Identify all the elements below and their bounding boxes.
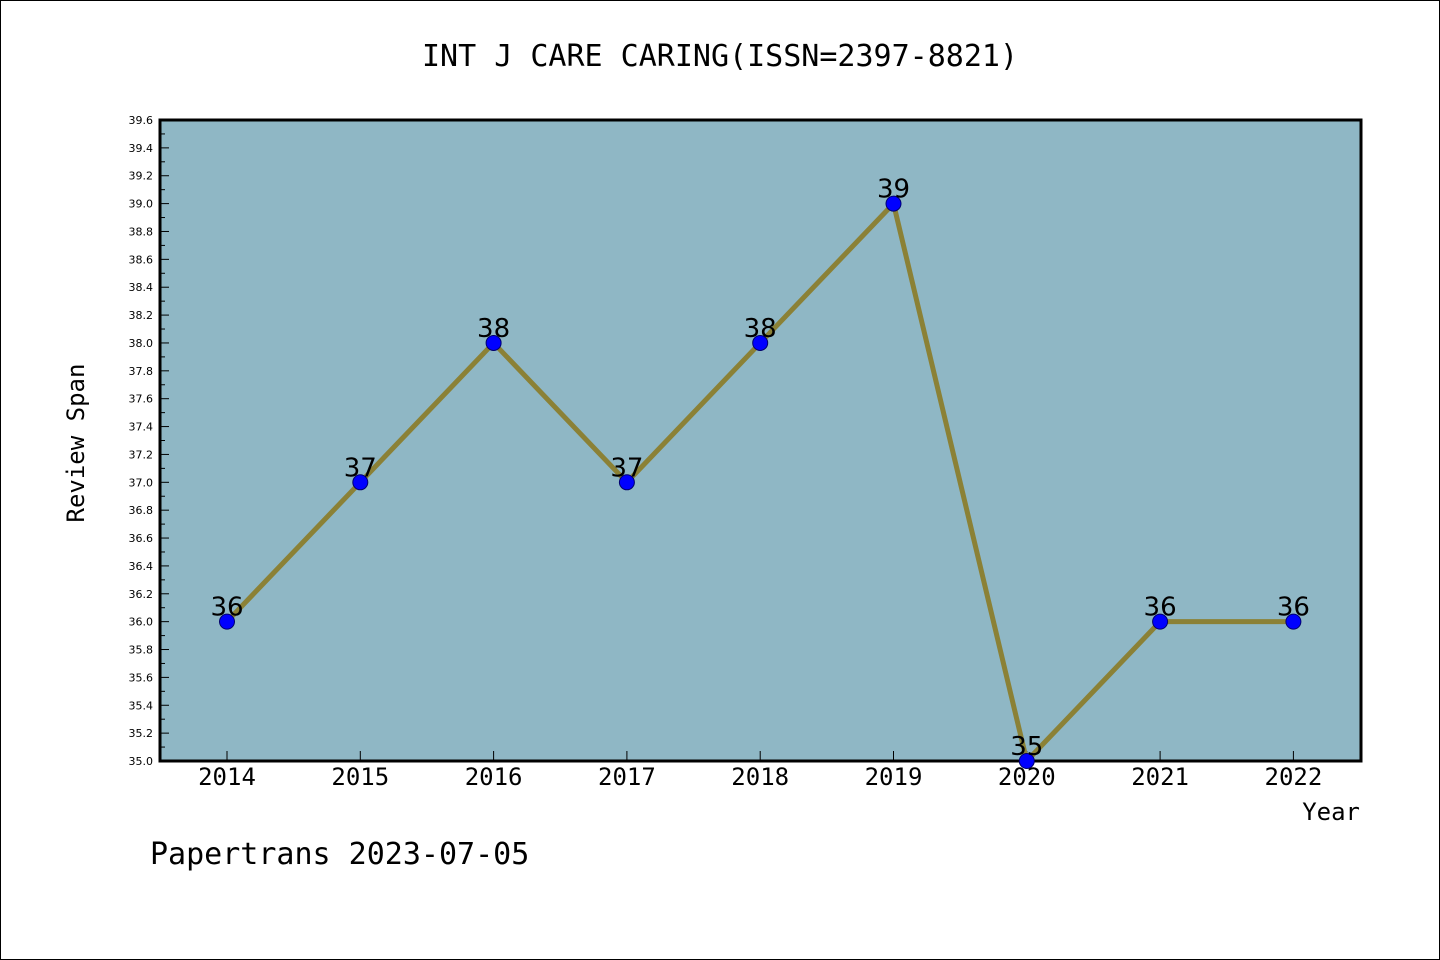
y-tick-label: 37.4 <box>129 421 154 434</box>
data-label: 35 <box>1010 732 1043 762</box>
y-tick-label: 39.6 <box>129 114 154 127</box>
data-point <box>618 474 635 491</box>
data-point <box>1152 613 1169 630</box>
data-point <box>752 334 769 351</box>
y-tick-label: 38.8 <box>129 225 154 238</box>
data-point <box>1285 613 1302 630</box>
y-tick-label: 38.0 <box>129 337 154 350</box>
data-label: 36 <box>1144 593 1177 623</box>
x-axis: 2014 2015 2016 2017 2018 2019 2020 2021 2022 <box>198 751 1322 791</box>
y-axis: 35.0 35.2 35.4 35.6 35.8 36.0 36.2 36.4 36.6 36.8… <box>129 114 169 768</box>
chart-title: INT J CARE CARING(ISSN=2397-8821) <box>422 39 1018 74</box>
y-tick-label: 38.6 <box>129 253 154 266</box>
y-tick-label: 39.4 <box>129 142 154 155</box>
y-tick-label: 36.6 <box>129 532 154 545</box>
y-tick-label: 38.4 <box>129 281 154 294</box>
y-tick-label: 36.0 <box>129 616 154 629</box>
x-tick-label: 2019 <box>865 763 923 791</box>
y-tick-label: 39.2 <box>129 170 154 183</box>
y-tick-label: 35.8 <box>129 644 154 657</box>
y-tick-label: 35.6 <box>129 671 154 684</box>
plot-area <box>158 118 1363 763</box>
y-tick-label: 37.8 <box>129 365 154 378</box>
y-tick-label: 35.4 <box>129 699 154 712</box>
y-tick-label: 37.2 <box>129 448 154 461</box>
x-tick-label: 2021 <box>1131 763 1189 791</box>
x-axis-title: Year <box>1302 798 1360 826</box>
y-tick-label: 35.0 <box>129 755 154 768</box>
data-label: 36 <box>210 593 243 623</box>
data-point <box>885 195 902 212</box>
data-label: 38 <box>477 314 510 344</box>
data-point <box>1018 753 1035 769</box>
data-label: 37 <box>610 453 643 483</box>
y-tick-label: 36.8 <box>129 504 154 517</box>
x-tick-label: 2016 <box>465 763 523 791</box>
x-tick-label: 2014 <box>198 763 256 791</box>
footer-watermark: Papertrans 2023-07-05 <box>150 837 529 872</box>
data-label: 37 <box>344 453 377 483</box>
series-layer: 36 37 38 37 38 39 35 36 36 <box>210 175 1310 769</box>
data-point <box>485 334 502 351</box>
data-label: 38 <box>744 314 777 344</box>
y-axis-title: Review Span <box>62 364 90 523</box>
data-label: 39 <box>877 175 910 205</box>
y-tick-label: 38.2 <box>129 309 154 322</box>
data-point <box>219 613 235 630</box>
x-tick-label: 2015 <box>331 763 389 791</box>
y-tick-label: 35.2 <box>129 727 154 740</box>
x-tick-label: 2018 <box>731 763 789 791</box>
x-tick-label: 2017 <box>598 763 656 791</box>
data-point <box>352 474 369 491</box>
y-tick-label: 36.2 <box>129 588 154 601</box>
y-tick-label: 36.4 <box>129 560 154 573</box>
x-tick-label: 2022 <box>1265 763 1323 791</box>
data-label: 36 <box>1277 593 1310 623</box>
y-tick-label: 37.0 <box>129 476 154 489</box>
y-tick-label: 39.0 <box>129 198 154 211</box>
y-tick-label: 37.6 <box>129 393 154 406</box>
